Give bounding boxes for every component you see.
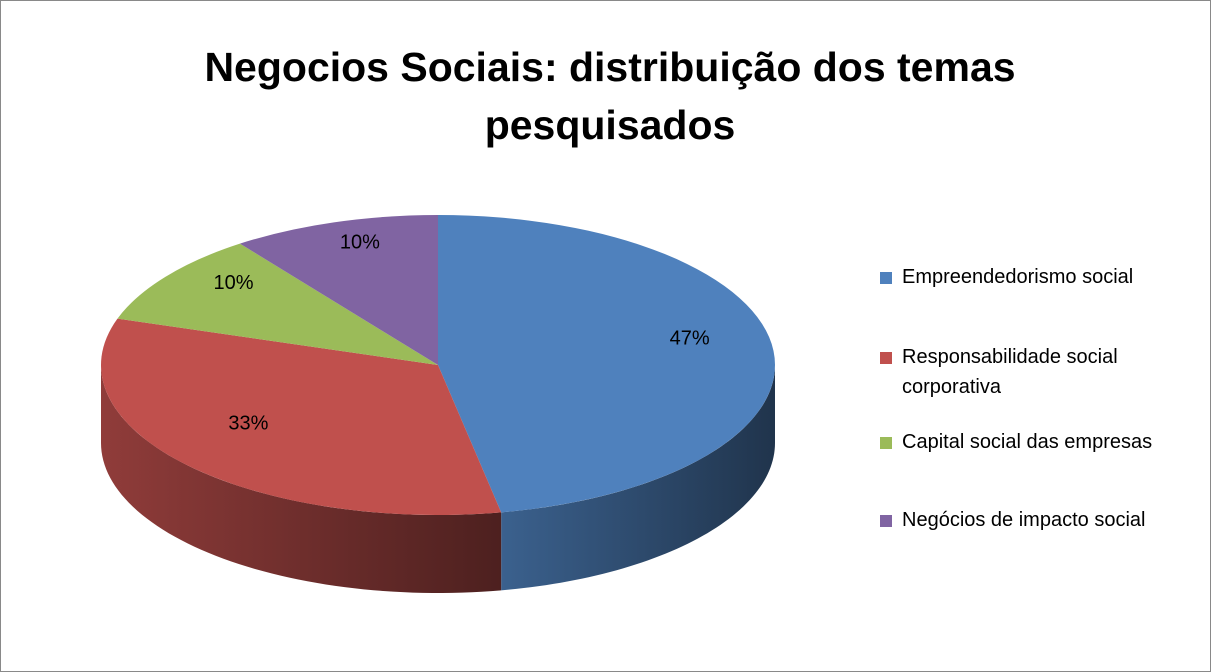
- data-label: 47%: [670, 328, 710, 350]
- legend-entry: Responsabilidade social corporativa: [880, 342, 1200, 402]
- legend-entry: Negócios de impacto social: [880, 505, 1200, 535]
- legend-entry: Capital social das empresas: [880, 427, 1200, 457]
- data-label: 10%: [340, 231, 380, 253]
- chart-title: Negocios Sociais: distribuição dos temas…: [204, 44, 1016, 148]
- pie-side: [501, 365, 775, 591]
- data-label: 33%: [228, 413, 268, 435]
- legend-swatch: [880, 437, 892, 449]
- pie-slice: [101, 318, 502, 515]
- legend-label: Empreendedorismo social: [902, 266, 1134, 288]
- legend-label: Responsabilidade social corporativa: [902, 346, 1118, 398]
- legend-label: Capital social das empresas: [902, 431, 1153, 453]
- legend-swatch: [880, 272, 892, 284]
- pie-slice: [239, 215, 438, 365]
- pie-slice: [117, 243, 438, 365]
- pie-slice: [438, 215, 775, 513]
- data-label: 10%: [214, 272, 254, 294]
- legend-swatch: [880, 352, 892, 364]
- pie-side: [101, 365, 502, 593]
- legend-swatch: [880, 515, 892, 527]
- legend-label: Negócios de impacto social: [902, 509, 1146, 531]
- legend-entry: Empreendedorismo social: [880, 262, 1200, 292]
